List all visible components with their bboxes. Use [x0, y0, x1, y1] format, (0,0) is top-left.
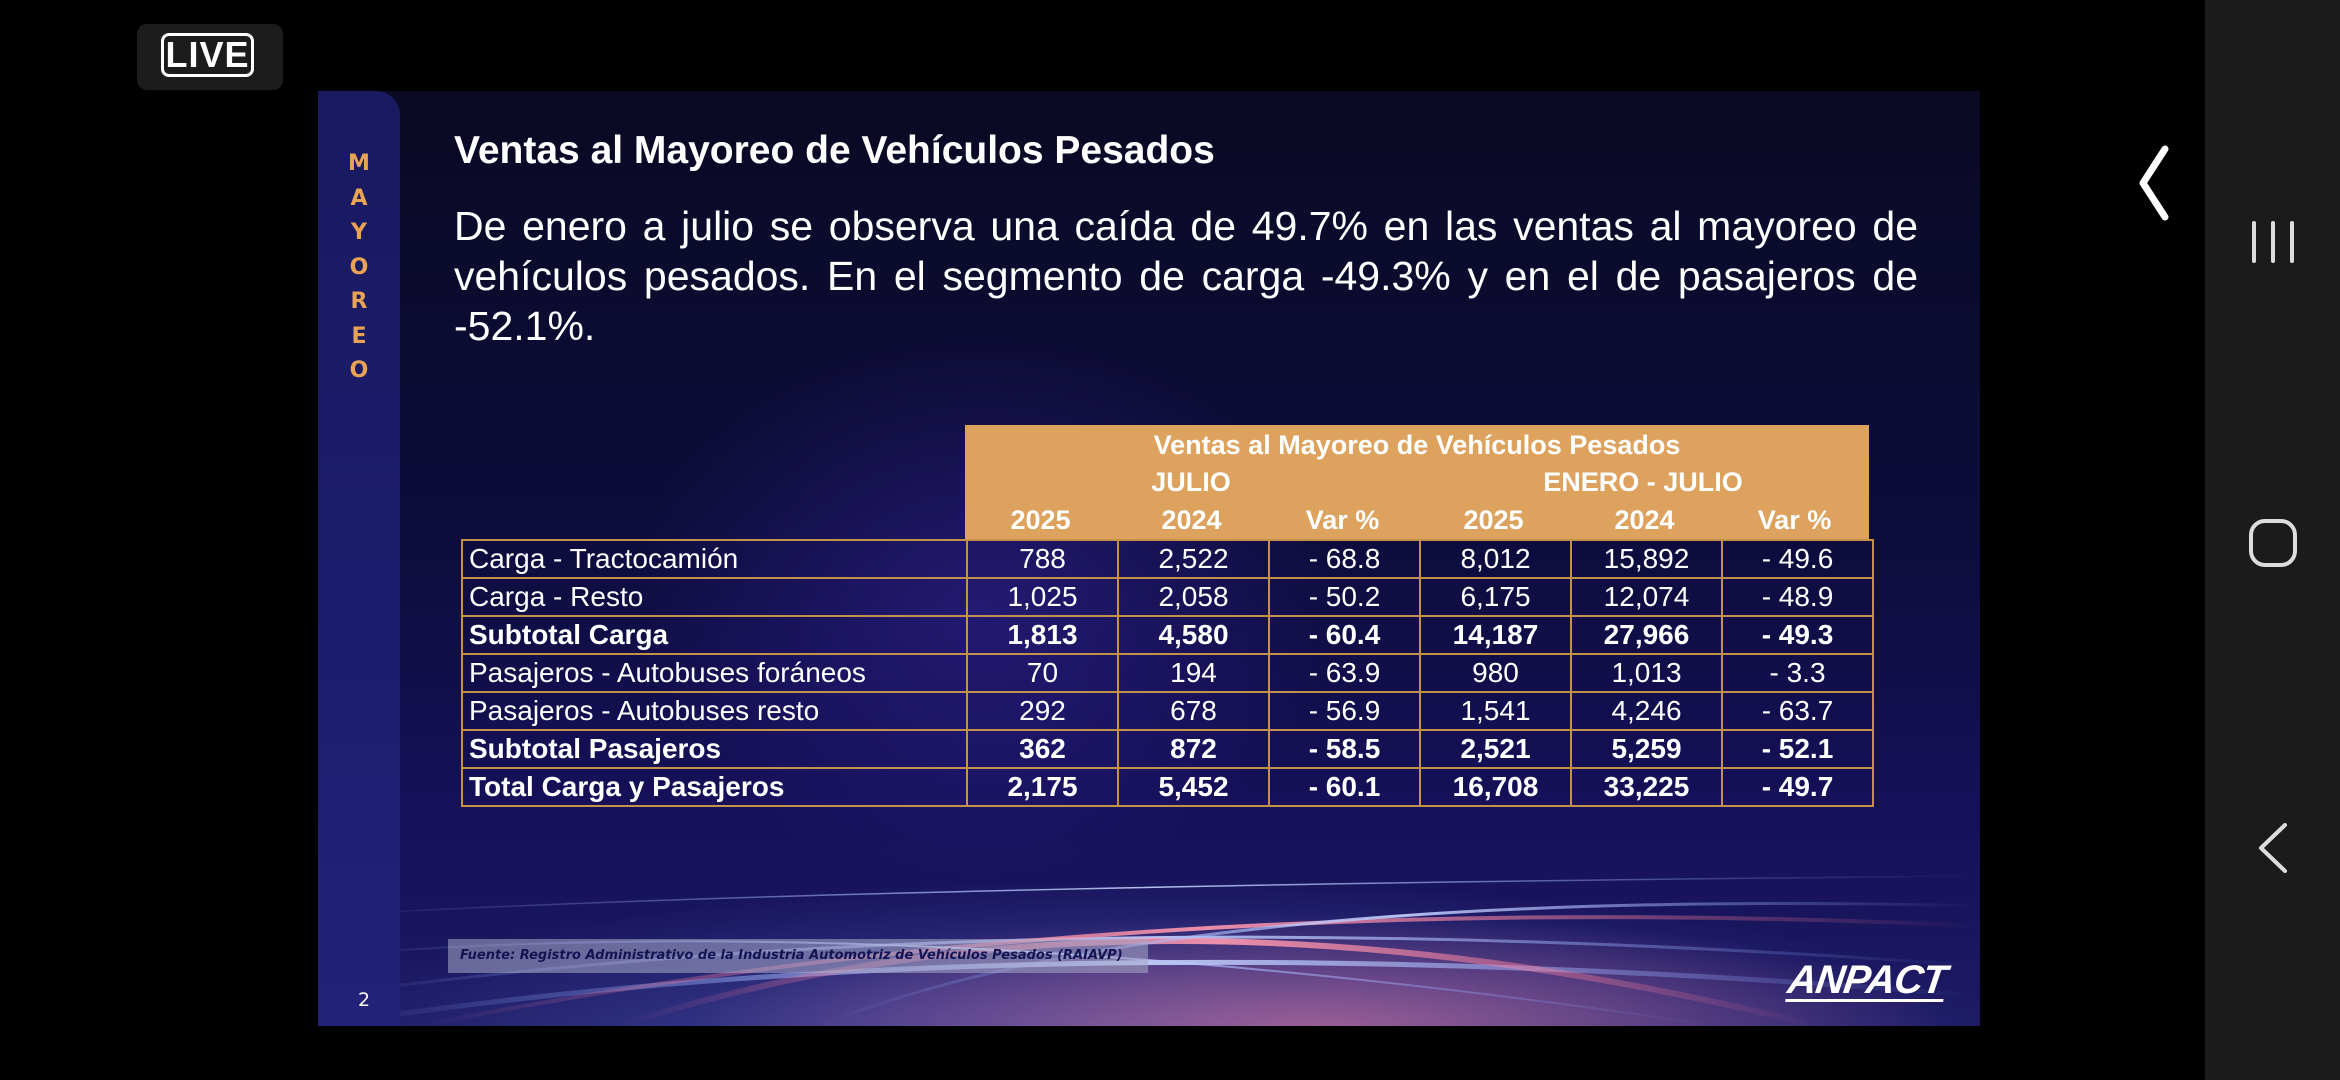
table-cell: 872 [1117, 729, 1270, 769]
table-cell: 27,966 [1570, 615, 1723, 655]
row-label: Carga - Tractocamión [461, 539, 968, 579]
table-row: Subtotal Carga 1,813 4,580- 60.4 14,187 27,9… [461, 615, 1874, 655]
table-cell: - 63.7 [1721, 691, 1874, 731]
table-cell: 33,225 [1570, 767, 1723, 807]
table-row: Pasajeros - Autobuses resto 292 678- 56.9 1… [461, 691, 1874, 731]
table-cell: 70 [966, 653, 1119, 693]
table-cell: 15,892 [1570, 539, 1723, 579]
column-header: Var % [1757, 505, 1832, 535]
table-cell: - 49.6 [1721, 539, 1874, 579]
table-cell: 6,175 [1419, 577, 1572, 617]
table-cell: - 49.3 [1721, 615, 1874, 655]
row-label: Subtotal Carga [461, 615, 968, 655]
column-header: 2024 [1161, 505, 1222, 535]
home-button[interactable] [2205, 510, 2340, 576]
table-cell: 2,058 [1117, 577, 1270, 617]
table-cell: - 60.1 [1268, 767, 1421, 807]
table-cell: 4,580 [1117, 615, 1270, 655]
table-cell: - 3.3 [1721, 653, 1874, 693]
column-header: 2024 [1614, 505, 1675, 535]
table-title: Ventas al Mayoreo de Vehículos Pesados [1153, 430, 1681, 460]
chevron-left-icon [2139, 145, 2169, 221]
table-cell: 1,813 [966, 615, 1119, 655]
table-cell: - 63.9 [1268, 653, 1421, 693]
table-cell: 5,452 [1117, 767, 1270, 807]
table-cell: 1,013 [1570, 653, 1723, 693]
table-header: Ventas al Mayoreo de Vehículos Pesados J… [965, 425, 1869, 541]
back-button[interactable] [2205, 818, 2340, 878]
table-row: Carga - Resto 1,025 2,058- 50.2 6,175 12,074… [461, 577, 1874, 617]
live-indicator: LIVE [137, 24, 283, 90]
table-cell: 12,074 [1570, 577, 1723, 617]
table-row: Total Carga y Pasajeros 2,175 5,452- 60.1 1… [461, 767, 1874, 807]
collapse-button[interactable] [2095, 138, 2215, 228]
column-header: Var % [1305, 505, 1380, 535]
table-cell: 2,522 [1117, 539, 1270, 579]
column-header: 2025 [1010, 505, 1071, 535]
row-label: Pasajeros - Autobuses resto [461, 691, 968, 731]
row-label: Carga - Resto [461, 577, 968, 617]
sales-table: Carga - Tractocamión 788 2,522- 68.8 8,012 1… [461, 539, 1874, 807]
table-cell: 292 [966, 691, 1119, 731]
anpact-logo: ANPACT [1785, 958, 1950, 1002]
column-header: 2025 [1463, 505, 1524, 535]
table-cell: - 48.9 [1721, 577, 1874, 617]
row-label: Total Carga y Pasajeros [461, 767, 968, 807]
table-cell: - 52.1 [1721, 729, 1874, 769]
table-cell: 980 [1419, 653, 1572, 693]
group-julio: JULIO [1151, 467, 1231, 497]
group-enero-julio: ENERO - JULIO [1543, 467, 1743, 497]
row-label: Pasajeros - Autobuses foráneos [461, 653, 968, 693]
table-cell: 362 [966, 729, 1119, 769]
table-cell: - 68.8 [1268, 539, 1421, 579]
home-icon [2248, 519, 2297, 567]
navigation-bar [2139, 0, 2340, 1080]
slide-title: Ventas al Mayoreo de Vehículos Pesados [454, 129, 1215, 172]
recents-icon [2251, 221, 2294, 263]
row-label: Subtotal Pasajeros [461, 729, 968, 769]
table-cell: 1,025 [966, 577, 1119, 617]
table-cell: - 60.4 [1268, 615, 1421, 655]
table-cell: 5,259 [1570, 729, 1723, 769]
table-cell: 678 [1117, 691, 1270, 731]
table-cell: - 49.7 [1721, 767, 1874, 807]
table-cell: - 56.9 [1268, 691, 1421, 731]
table-cell: 2,175 [966, 767, 1119, 807]
back-icon [2258, 823, 2287, 873]
table-cell: 788 [966, 539, 1119, 579]
table-row: Carga - Tractocamión 788 2,522- 68.8 8,012 1… [461, 539, 1874, 579]
table-cell: - 58.5 [1268, 729, 1421, 769]
recents-button[interactable] [2205, 212, 2340, 272]
slide-description: De enero a julio se observa una caída de… [454, 203, 1918, 349]
table-cell: 2,521 [1419, 729, 1572, 769]
table-row: Pasajeros - Autobuses foráneos 70 194- 63.… [461, 653, 1874, 693]
table-cell: 1,541 [1419, 691, 1572, 731]
page-number: 2 [358, 989, 371, 1011]
table-cell: 16,708 [1419, 767, 1572, 807]
table-cell: 14,187 [1419, 615, 1572, 655]
table-cell: - 50.2 [1268, 577, 1421, 617]
table-cell: 8,012 [1419, 539, 1572, 579]
light-streaks-decoration [318, 875, 1980, 1026]
live-badge: LIVE [161, 33, 254, 77]
table-row: Subtotal Pasajeros 362 872- 58.5 2,521 5,259… [461, 729, 1874, 769]
source-note: Fuente: Registro Administrativo de la In… [448, 939, 1148, 973]
table-cell: 194 [1117, 653, 1270, 693]
table-cell: 4,246 [1570, 691, 1723, 731]
